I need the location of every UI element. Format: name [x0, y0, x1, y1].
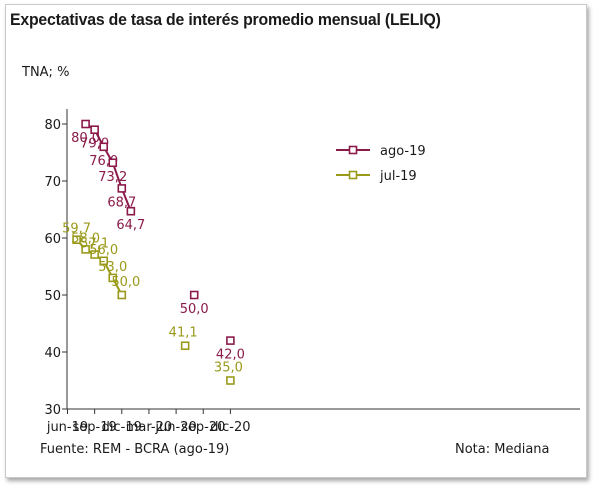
source-note: Fuente: REM - BCRA (ago-19) — [40, 442, 230, 457]
series-jul-19-data-label: 53,0 — [98, 260, 127, 275]
series-ago-19-data-label: 73,2 — [98, 170, 127, 185]
series-ago-19-marker — [189, 290, 199, 300]
series-ago-19-marker — [117, 184, 127, 193]
series-ago-19-marker — [226, 336, 235, 345]
y-tick-label: 50 — [44, 289, 61, 304]
x-tick-label: jun-19 — [46, 420, 88, 435]
y-tick-label: 80 — [44, 118, 61, 133]
series-jul-19-marker — [90, 250, 99, 259]
series-jul-19-data-label: 50,0 — [111, 275, 140, 290]
y-tick-label: 30 — [44, 403, 61, 418]
series-jul-19-data-label: 56,0 — [89, 243, 118, 258]
series-jul-19-marker — [180, 341, 190, 351]
y-axis-label: TNA; % — [22, 65, 70, 80]
y-tick-label: 60 — [44, 232, 61, 247]
series-jul-19-data-label: 41,1 — [169, 326, 198, 341]
chart-frame — [5, 4, 587, 478]
x-tick-label: jun-20 — [154, 420, 196, 435]
series-ago-19-data-label: 80,0 — [71, 131, 100, 146]
x-tick-label: sep-19 — [73, 420, 117, 435]
legend-label: jul-19 — [379, 169, 417, 184]
series-ago-19-data-label: 64,7 — [116, 218, 145, 233]
series-jul-19-marker — [81, 245, 90, 254]
series-ago-19-data-label: 68,7 — [107, 195, 136, 210]
chart-title: Expectativas de tasa de interés promedio… — [10, 10, 441, 29]
series-jul-19-data-label: 58,0 — [71, 231, 100, 246]
series-ago-19-data-label: 50,0 — [180, 302, 209, 317]
series-jul-19-data-label: 35,0 — [214, 361, 243, 376]
legend-marker — [348, 170, 358, 180]
series-ago-19-marker — [108, 158, 118, 168]
series-jul-19-marker — [99, 256, 108, 266]
series-jul-19-marker — [72, 235, 81, 245]
series-jul-19-data-label: 59,7 — [62, 222, 91, 237]
legend-label: ago-19 — [380, 144, 426, 159]
y-tick-label: 70 — [44, 175, 61, 190]
series-jul-19-marker — [108, 273, 118, 283]
y-tick-label: 40 — [44, 346, 61, 361]
series-ago-19-marker — [90, 125, 99, 134]
series-ago-19-data-label: 42,0 — [216, 348, 245, 363]
series-ago-19-marker — [99, 142, 108, 152]
series-jul-19-data-label: 57,1 — [80, 237, 109, 252]
x-tick-label: sep-20 — [181, 420, 225, 435]
legend-marker — [348, 145, 358, 155]
x-tick-label: dic-19 — [102, 420, 142, 435]
series-jul-19-marker — [226, 376, 235, 385]
series-jul-19-marker — [117, 290, 127, 300]
median-note: Nota: Mediana — [455, 442, 550, 457]
x-tick-label: mar-20 — [126, 420, 172, 435]
series-ago-19-marker — [126, 206, 136, 216]
series-ago-19-marker — [81, 119, 90, 129]
x-tick-label: dic-20 — [210, 420, 250, 435]
